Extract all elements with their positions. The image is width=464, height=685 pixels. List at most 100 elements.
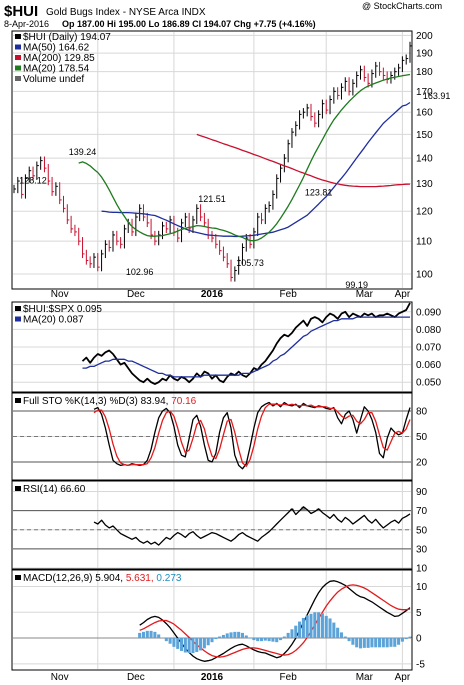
legend-ratio-0: $HUI:$SPX 0.095 bbox=[23, 304, 102, 315]
macd-histogram-bar-59 bbox=[362, 638, 366, 648]
macd-histogram-bar-45 bbox=[309, 613, 313, 639]
ytick-price-8: 180 bbox=[416, 67, 433, 78]
macd-histogram-bar-70 bbox=[404, 638, 408, 640]
legend-swatch-macd bbox=[15, 575, 21, 580]
macd-histogram-bar-20 bbox=[214, 638, 218, 640]
price-annotations: 139.24 128.12 121.51 123.81 102.96 105.73 99.1… bbox=[19, 91, 451, 290]
ytick-rsi-4: 90 bbox=[416, 487, 428, 498]
reference-lines bbox=[13, 410, 411, 639]
macd-histogram-bar-26 bbox=[237, 631, 241, 639]
legend-swatch-price-1 bbox=[15, 44, 21, 50]
macd-histogram-bar-54 bbox=[343, 636, 347, 639]
macd-histogram-bar-47 bbox=[317, 612, 321, 639]
xlabel-macd-2: 2016 bbox=[201, 672, 224, 683]
ytick-stochastic-2: 80 bbox=[416, 407, 428, 418]
macd-histogram-bar-46 bbox=[313, 612, 317, 639]
ytick-ratio-0: 0.050 bbox=[416, 378, 441, 389]
macd-histogram-bar-30 bbox=[252, 638, 256, 641]
legend-stochastic: Full STO %K(14,3) %D(3) 83.94, 70.16 bbox=[23, 396, 197, 407]
legend-swatch-price-3 bbox=[15, 65, 21, 71]
chart-date: 8-Apr-2016 bbox=[4, 19, 49, 29]
macd-histogram-bar-29 bbox=[248, 638, 252, 639]
macd-histogram-bar-62 bbox=[374, 638, 378, 648]
macd-histogram-bar-21 bbox=[218, 636, 222, 639]
ytick-price-10: 200 bbox=[416, 31, 433, 42]
ratio-series--hui-spx bbox=[81, 302, 411, 385]
legend-swatch-stochastic bbox=[15, 398, 21, 403]
x-axis-labels: Nov Dec 2016 Feb Mar Apr Nov Dec 2016 Feb Mar Apr bbox=[51, 289, 411, 683]
macd-histogram-bar-67 bbox=[393, 638, 397, 647]
legend-swatch-price-4 bbox=[15, 76, 21, 81]
legend-price-2: MA(200) 129.85 bbox=[23, 53, 95, 64]
ytick-price-4: 140 bbox=[416, 154, 433, 165]
legend-price-4: Volume undef bbox=[23, 74, 84, 85]
legend-swatch-ratio-0 bbox=[15, 306, 21, 311]
macd-histogram-bar-23 bbox=[225, 633, 229, 639]
macd-histogram-bar-66 bbox=[389, 638, 393, 647]
legend-stochastic-part-0: Full STO %K(14,3) %D(3) 83.94, bbox=[23, 396, 168, 407]
macd-histogram-bar-41 bbox=[294, 625, 298, 639]
macd-series-signal bbox=[139, 584, 411, 658]
macd-histogram-bar-56 bbox=[351, 638, 355, 645]
ytick-rsi-3: 70 bbox=[416, 506, 428, 517]
macd-histogram-bar-3 bbox=[149, 630, 153, 639]
macd-histogram-bar-65 bbox=[385, 638, 389, 648]
ytick-rsi-1: 30 bbox=[416, 544, 428, 555]
series-layer bbox=[13, 41, 412, 662]
macd-histogram-bar-35 bbox=[271, 638, 275, 642]
ytick-macd-3: 10 bbox=[416, 582, 428, 593]
price-annotation-7: 163.91 bbox=[423, 91, 451, 101]
macd-histogram-bar-37 bbox=[279, 638, 283, 641]
price-panel-frame bbox=[11, 30, 413, 290]
legend-macd-part-0: MACD(12,26,9) 5.904, bbox=[23, 573, 123, 584]
price-annotation-5: 105.73 bbox=[236, 258, 264, 268]
stochastic-series--k bbox=[93, 401, 411, 470]
ytick-rsi-2: 50 bbox=[416, 525, 428, 536]
macd-histogram-bar-19 bbox=[210, 638, 214, 643]
macd-histogram-bar-61 bbox=[370, 638, 374, 648]
ytick-ratio-4: 0.090 bbox=[416, 307, 441, 318]
xlabel-price-0: Nov bbox=[51, 289, 69, 300]
legend-swatch-rsi bbox=[15, 486, 21, 491]
price-series-ma-50- bbox=[101, 101, 411, 238]
macd-histogram-bar-34 bbox=[267, 638, 271, 642]
macd-histogram-bar-69 bbox=[400, 638, 404, 642]
macd-histogram-bar-64 bbox=[381, 638, 385, 648]
macd-histogram-bar-28 bbox=[244, 635, 248, 639]
xlabel-macd-1: Dec bbox=[127, 672, 145, 683]
legend-swatch-ratio-1 bbox=[15, 316, 21, 322]
macd-panel-frame bbox=[11, 569, 413, 671]
macd-histogram-bar-10 bbox=[176, 638, 180, 649]
legend-ratio-1: MA(20) 0.087 bbox=[23, 315, 84, 326]
legend-rsi: RSI(14) 66.60 bbox=[23, 484, 86, 495]
macd-histogram-bar-16 bbox=[199, 638, 203, 651]
macd-histogram-bar-25 bbox=[233, 631, 237, 639]
macd-histogram-bar-39 bbox=[286, 632, 290, 639]
macd-histogram-bar-0 bbox=[138, 632, 142, 639]
macd-histogram-bar-32 bbox=[259, 638, 264, 642]
xlabel-price-3: Feb bbox=[280, 289, 298, 300]
legend-stochastic-part-1: 70.16 bbox=[168, 396, 196, 407]
legend-swatch-price-2 bbox=[15, 55, 21, 60]
macd-histogram-bar-6 bbox=[160, 637, 165, 639]
xlabel-price-4: Mar bbox=[356, 289, 374, 300]
macd-histogram-bar-18 bbox=[206, 638, 210, 646]
macd-histogram-bar-43 bbox=[301, 617, 305, 639]
legend-swatch-price-0 bbox=[15, 34, 21, 39]
ytick-price-6: 160 bbox=[416, 108, 433, 119]
macd-histogram-bar-49 bbox=[324, 615, 328, 639]
legend-price-3: MA(20) 178.54 bbox=[23, 64, 90, 75]
ytick-price-9: 190 bbox=[416, 49, 433, 60]
macd-histogram-bar-36 bbox=[275, 638, 279, 643]
price-series-ma-200- bbox=[196, 133, 411, 188]
legend-macd: MACD(12,26,9) 5.904, 5.631, 0.273 bbox=[23, 573, 182, 584]
legend-macd-part-2: 0.273 bbox=[154, 573, 182, 584]
price-annotation-2: 121.51 bbox=[198, 194, 226, 204]
rsi-overbought-fill-1 bbox=[301, 506, 306, 511]
macd-histogram-bar-60 bbox=[366, 638, 370, 648]
ytick-ratio-3: 0.080 bbox=[416, 325, 441, 336]
ytick-price-5: 150 bbox=[416, 130, 433, 141]
macd-histogram-bar-33 bbox=[263, 638, 267, 641]
